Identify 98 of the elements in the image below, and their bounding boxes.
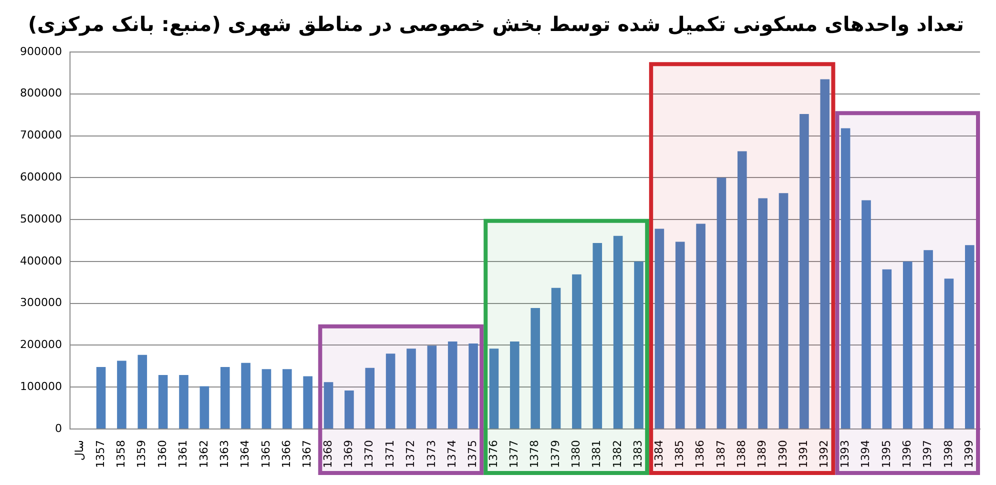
bar — [344, 390, 354, 429]
x-tick-label: 1392 — [818, 440, 831, 468]
bar — [324, 382, 334, 429]
bar — [862, 200, 871, 429]
x-tick-label: سال — [73, 440, 86, 461]
bar — [262, 369, 272, 429]
bar — [220, 367, 230, 429]
x-tick-label: 1371 — [383, 440, 396, 468]
x-tick-label: 1393 — [838, 440, 852, 468]
bar — [282, 369, 292, 429]
x-tick-label: 1389 — [756, 440, 769, 468]
x-tick-label: 1398 — [942, 440, 955, 468]
y-tick-label: 400000 — [20, 254, 62, 268]
x-tick-label: 1360 — [156, 440, 169, 468]
bar — [696, 224, 706, 429]
bar — [179, 374, 188, 429]
x-tick-label: 1399 — [962, 440, 976, 468]
bar — [117, 360, 126, 429]
x-tick-label: 1373 — [424, 440, 438, 468]
x-tick-label: 1357 — [94, 440, 107, 468]
x-tick-label: 1369 — [342, 440, 356, 468]
x-tick-label: 1377 — [508, 440, 521, 468]
y-tick-label: 900000 — [20, 44, 62, 58]
x-tick-label: 1370 — [362, 440, 376, 468]
bar — [365, 368, 375, 429]
bar — [510, 341, 520, 429]
x-tick-label: 1361 — [176, 440, 190, 468]
x-tick-label: 1367 — [300, 440, 314, 468]
y-tick-label: 600000 — [20, 170, 62, 184]
x-tick-label: 1387 — [714, 440, 728, 468]
x-tick-label: 1365 — [259, 440, 272, 468]
bar — [820, 79, 830, 429]
bar — [448, 341, 458, 429]
x-tick-label: 1394 — [859, 440, 872, 468]
x-tick-label: 1384 — [652, 440, 666, 468]
x-tick-label: 1381 — [590, 440, 604, 468]
x-tick-label: 1379 — [548, 440, 562, 468]
bar — [654, 228, 664, 429]
y-tick-label: 500000 — [20, 212, 62, 226]
bar — [489, 348, 499, 429]
x-tick-label: 1386 — [694, 440, 707, 468]
bar — [551, 288, 561, 429]
x-tick-label: 1375 — [466, 440, 480, 468]
bar — [716, 178, 726, 429]
x-tick-label: 1372 — [404, 440, 418, 468]
y-tick-label: 200000 — [20, 338, 62, 352]
bar — [634, 261, 644, 429]
x-tick-label: 1359 — [135, 440, 148, 468]
bar — [138, 354, 148, 429]
y-tick-label: 100000 — [20, 380, 62, 393]
bar — [613, 236, 623, 429]
x-tick-label: 1390 — [776, 440, 790, 468]
x-tick-label: 1362 — [197, 440, 210, 468]
bar — [303, 376, 312, 429]
x-tick-label: 1385 — [672, 440, 686, 468]
bar — [924, 250, 933, 429]
y-tick-label: 300000 — [20, 296, 62, 310]
x-tick-label: 1378 — [528, 440, 542, 468]
bar — [572, 274, 582, 429]
x-tick-label: 1374 — [445, 440, 458, 468]
bar — [800, 114, 809, 429]
bar — [840, 128, 850, 429]
bar — [965, 245, 974, 429]
bar — [427, 346, 437, 429]
x-tick-label: 1380 — [570, 440, 583, 468]
bar — [882, 269, 892, 429]
x-tick-label: 1364 — [238, 440, 252, 468]
x-tick-label: 1388 — [735, 440, 748, 468]
bar — [530, 308, 540, 429]
x-tick-label: 1376 — [486, 440, 500, 468]
x-tick-label: 1397 — [921, 440, 934, 468]
x-tick-label: 1358 — [114, 440, 128, 468]
bar — [758, 198, 768, 429]
x-tick-label: 1391 — [797, 440, 810, 468]
x-tick-label: 1396 — [900, 440, 914, 468]
bar — [406, 348, 416, 429]
bar — [241, 362, 250, 429]
x-tick-label: 1368 — [321, 440, 334, 468]
x-tick-label: 1382 — [610, 440, 624, 468]
bar — [158, 374, 168, 429]
bar — [778, 193, 788, 429]
bar — [675, 242, 685, 429]
x-tick-label: 1395 — [880, 440, 893, 468]
x-tick-label: 1366 — [280, 440, 294, 468]
y-tick-label: 800000 — [20, 86, 62, 100]
bar — [902, 261, 912, 429]
x-tick-label: 1383 — [632, 440, 645, 468]
bar — [468, 344, 478, 429]
bar — [96, 367, 106, 429]
bar — [738, 151, 747, 429]
chart-title: تعداد واحدهای مسکونی تکمیل شده توسط بخش خصوصی در مناطق شهری (منبع: بانک مرکزی) — [28, 12, 964, 36]
bar — [944, 278, 954, 429]
bar — [386, 354, 396, 429]
y-tick-label: 700000 — [20, 128, 62, 142]
x-tick-label: 1363 — [218, 440, 231, 468]
y-tick-label: 0 — [54, 422, 62, 435]
bar — [592, 243, 602, 429]
bar — [200, 386, 210, 429]
